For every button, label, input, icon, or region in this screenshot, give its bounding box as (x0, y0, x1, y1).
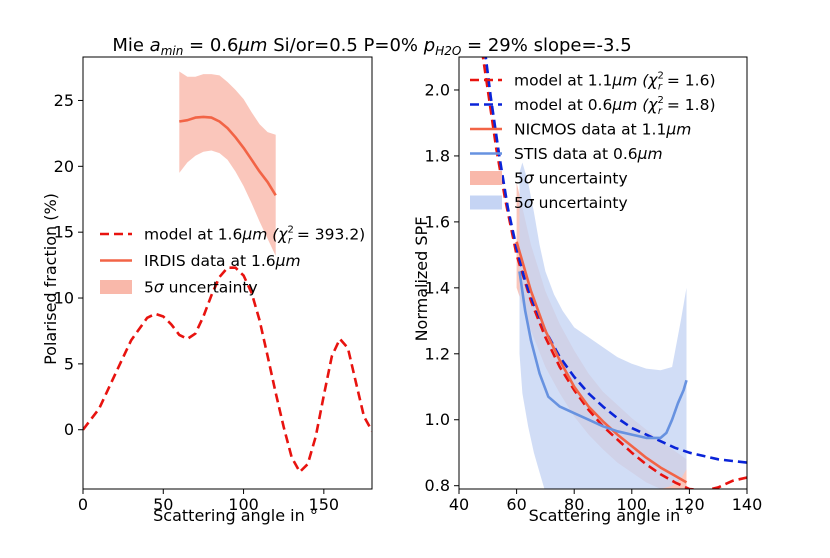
figure-title: Mie amin = 0.6μm Si/or=0.5 P=0% pH2O = 2… (112, 35, 631, 58)
left-ytick-label: 0 (64, 420, 74, 439)
left-xtick-label: 50 (153, 495, 173, 514)
right-legend-label: 5σ uncertainty (514, 194, 628, 212)
right-xtick-label: 100 (617, 495, 648, 514)
right-xtick-label: 60 (506, 495, 526, 514)
left-ytick-label: 5 (64, 354, 74, 373)
right-ytick-label: 2.0 (425, 80, 450, 99)
right-series-2-line (484, 57, 747, 464)
right-axes-frame (458, 56, 748, 490)
right-legend-label: model at 0.6μm (χ2 r = 1.8) (514, 95, 716, 117)
left-series-1-line (83, 266, 372, 474)
right-series-3-line (515, 241, 688, 484)
left-axes-frame (82, 56, 373, 490)
right-series-4-line (518, 271, 688, 440)
left-legend-label: model at 1.6μm (χ2 r = 393.2) (144, 225, 365, 247)
left-ytick-label: 25 (54, 91, 74, 110)
right-xtick-label: 140 (732, 495, 763, 514)
right-ytick-label: 1.0 (425, 410, 450, 429)
left-legend-label: IRDIS data at 1.6μm (144, 252, 301, 270)
left-plot-area (83, 71, 372, 474)
right-plot-area (481, 57, 747, 489)
left-ytick-label: 15 (54, 223, 74, 242)
right-legend: model at 1.1μm (χ2 r = 1.6)model at 0.6μm… (470, 71, 716, 212)
right-xlabel: Scattering angle in ° (529, 506, 694, 525)
left-xlabel: Scattering angle in ° (153, 506, 318, 525)
left-xtick-label: 0 (78, 495, 88, 514)
left-chart: 0 50 100 150 0 5 10 15 20 25 Scattering angle in °… (41, 56, 373, 525)
right-xtick-label: 80 (564, 495, 584, 514)
left-legend-label: 5σ uncertainty (144, 279, 258, 297)
right-chart: 40 60 80 100 120 140 0.8 1.0 1.2 1.4 1.6 1.8 2.0 Scat… (412, 56, 763, 525)
right-ytick-label: 1.2 (425, 344, 450, 363)
right-ytick-label: 1.6 (425, 212, 450, 231)
left-ytick-label: 10 (54, 289, 74, 308)
right-xtick-label: 120 (674, 495, 705, 514)
right-legend-label: 5σ uncertainty (514, 170, 628, 188)
left-legend: model at 1.6μm (χ2 r = 393.2) IRDIS data a… (100, 225, 365, 297)
right-xtick-label: 40 (449, 495, 469, 514)
left-xtick-label: 100 (228, 495, 259, 514)
left-ytick-label: 20 (54, 157, 74, 176)
left-xtick-label: 150 (309, 495, 340, 514)
left-legend-swatch (100, 280, 132, 294)
left-series-2-line (179, 115, 277, 196)
left-ylabel: Polarised fraction (%) (41, 193, 60, 365)
right-ylabel: Normalized SPF (412, 217, 431, 342)
right-ytick-label: 1.4 (425, 278, 450, 297)
right-legend-label: STIS data at 0.6μm (514, 145, 663, 163)
right-legend-swatch (470, 171, 502, 185)
right-ytick-label: 0.8 (425, 476, 450, 495)
right-legend-label: NICMOS data at 1.1μm (514, 121, 691, 139)
right-uncertainty-band-2 (519, 162, 687, 489)
right-legend-label: model at 1.1μm (χ2 r = 1.6) (514, 71, 716, 93)
right-legend-swatch (470, 195, 502, 210)
right-ytick-label: 1.8 (425, 146, 450, 165)
